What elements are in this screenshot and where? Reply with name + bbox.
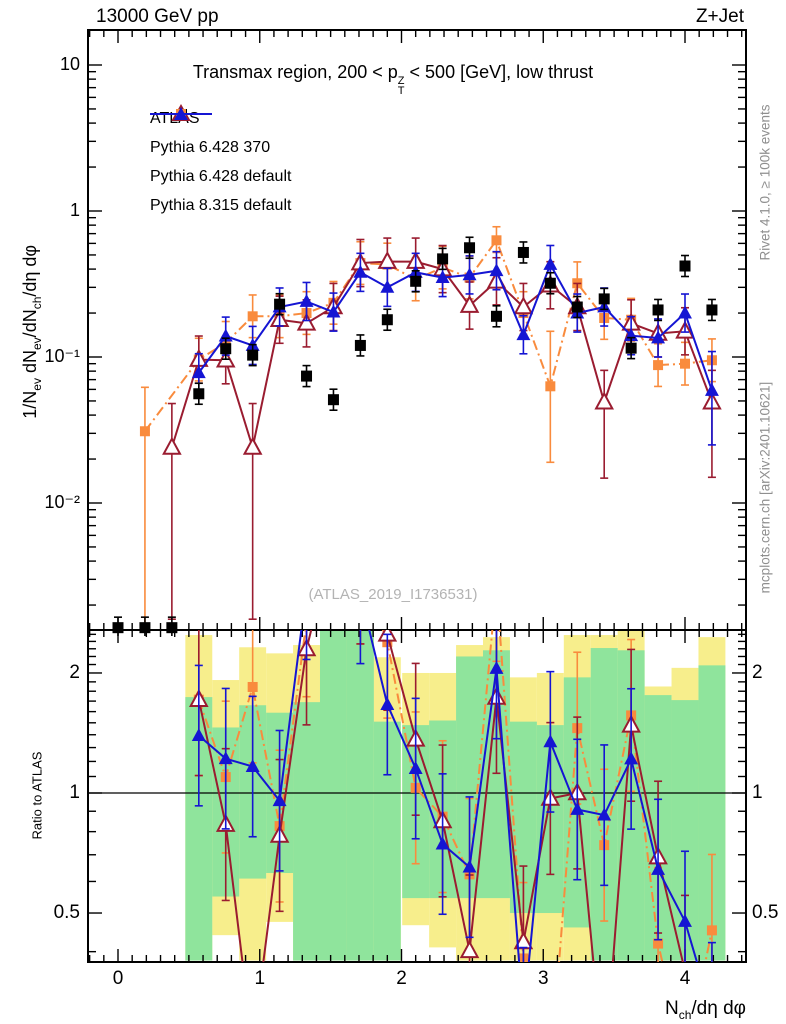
ratio-y-tick-label-left: 1 <box>69 782 80 803</box>
ratio-uncertainty-bands <box>185 630 726 961</box>
main-y-tick-label: 10⁻² <box>44 492 80 512</box>
series-main-atlas <box>112 236 718 636</box>
main-y-tick-label: 10 <box>59 54 80 74</box>
analysis-watermark: (ATLAS_2019_I1736531) <box>308 586 478 603</box>
pythia8-default-marker-icon <box>150 107 212 120</box>
main-y-tick-label: 1 <box>69 200 80 220</box>
rivet-version-note: Rivet 4.1.0, ≥ 100k events <box>757 104 773 261</box>
ratio-y-tick-label-left: 2 <box>69 661 80 683</box>
legend-item-pythia6-370: Pythia 6.428 370 <box>150 104 291 162</box>
axis-ticks <box>88 30 746 962</box>
beam-energy-title: 13000 GeV pp <box>96 6 219 27</box>
series-ratio-pythia-8-315-default <box>191 630 716 962</box>
ratio-y-tick-label-right: 1 <box>752 782 763 803</box>
x-tick-label: 2 <box>396 968 407 989</box>
legend-item-pythia8-default: Pythia 8.315 default <box>150 107 291 220</box>
ratio-panel-frame <box>87 629 747 963</box>
legend-item-pythia6-default: Pythia 6.428 default <box>150 109 291 191</box>
ratio-y-tick-label-right: 0.5 <box>752 902 779 924</box>
x-axis-label: Nch/dη dφ <box>664 998 746 1022</box>
x-tick-label: 1 <box>254 968 266 989</box>
ratio-y-tick-label-right: 2 <box>752 661 763 683</box>
ratio-y-tick-label-left: 0.5 <box>53 902 80 924</box>
legend: ATLAS Pythia 6.428 370 Pythia 6.428 defa… <box>150 104 291 220</box>
series-main-pythia-8-315-default <box>191 244 719 446</box>
series-main-pythia-6-428-default <box>139 225 717 629</box>
main-y-tick-label: 10⁻¹ <box>44 346 80 366</box>
process-title: Z+Jet <box>695 6 744 27</box>
main-y-axis-label: 1/Nev dNev/dNch/dη dφ <box>20 244 44 419</box>
x-tick-label: 0 <box>112 968 124 989</box>
x-tick-label: 4 <box>679 968 691 989</box>
mcplots-credit-note: mcplots.cern.ch [arXiv:2401.10621] <box>757 381 773 594</box>
x-tick-label: 3 <box>537 968 549 989</box>
